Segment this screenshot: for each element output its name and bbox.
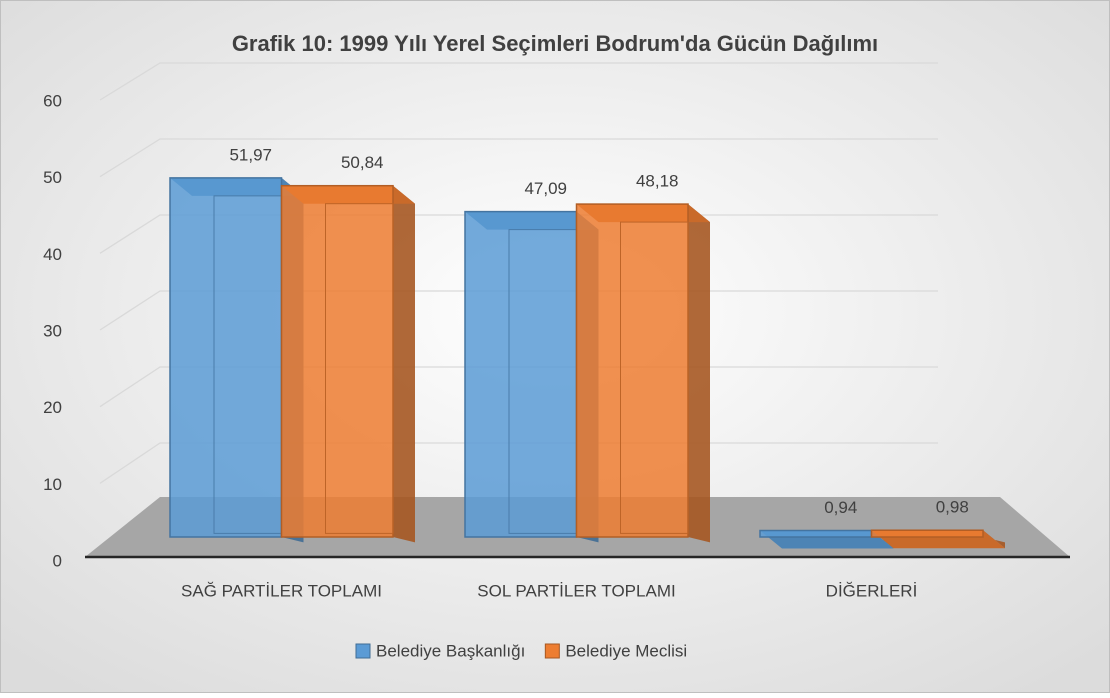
bar-front [169,177,283,538]
y-tick-label: 0 [53,551,62,570]
bar-front [870,529,984,538]
bar-front [575,203,689,538]
data-label: 51,97 [229,145,272,164]
y-tick-label: 20 [43,398,62,417]
bar [870,529,1005,549]
legend-swatch [544,643,560,659]
bar-front [759,529,873,538]
x-tick-label: SOL PARTİLER TOPLAMI [477,581,675,600]
bar [280,184,415,543]
x-tick-label: DİĞERLERİ [826,581,918,600]
bar-inner [325,203,394,534]
data-label: 0,94 [824,498,857,517]
y-tick-label: 60 [43,91,62,110]
y-tick-label: 40 [43,245,62,264]
y-tick-label: 30 [43,321,62,340]
legend-label: Belediye Başkanlığı [376,641,525,660]
data-label: 0,98 [936,498,969,517]
bar [759,529,894,549]
bar [575,203,710,543]
y-tick-label: 50 [43,168,62,187]
data-label: 50,84 [341,153,384,172]
bar-front [464,210,578,538]
bar-side [688,204,710,543]
chart-title: Grafik 10: 1999 Yılı Yerel Seçimleri Bod… [232,31,878,56]
bar-front [280,184,394,538]
legend-label: Belediye Meclisi [565,641,687,660]
legend-swatch [355,643,371,659]
data-label: 48,18 [636,172,679,191]
x-tick-label: SAĞ PARTİLER TOPLAMI [181,581,382,600]
grid-line [99,138,938,178]
bar-side [393,185,415,543]
grid-line [99,62,938,101]
y-tick-label: 10 [43,475,62,494]
data-label: 47,09 [524,179,567,198]
bar-inner [620,221,689,534]
